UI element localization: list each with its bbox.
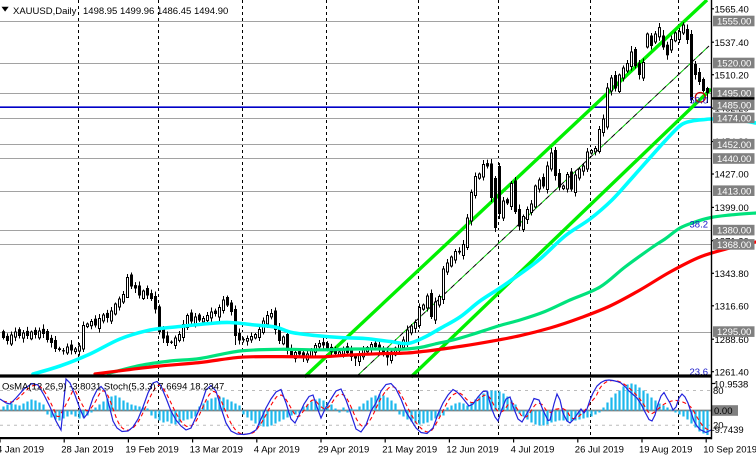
svg-text:28 Jan 2019: 28 Jan 2019 bbox=[61, 445, 113, 456]
svg-text:12 Jun 2019: 12 Jun 2019 bbox=[446, 445, 498, 456]
svg-text:1555.00: 1555.00 bbox=[717, 17, 751, 28]
svg-text:XAUUSD,Daily: XAUUSD,Daily bbox=[13, 6, 77, 17]
svg-text:50.0: 50.0 bbox=[690, 96, 709, 107]
svg-text:1498.95 1499.96 1486.45 1494.9: 1498.95 1499.96 1486.45 1494.90 bbox=[83, 6, 228, 17]
svg-text:10.9538: 10.9538 bbox=[714, 379, 748, 390]
svg-text:0.00: 0.00 bbox=[714, 406, 733, 417]
svg-text:10 Sep 2019: 10 Sep 2019 bbox=[703, 445, 756, 456]
svg-text:-9.7439: -9.7439 bbox=[712, 425, 744, 436]
svg-text:1399.00: 1399.00 bbox=[715, 203, 749, 214]
svg-text:19 Aug 2019: 19 Aug 2019 bbox=[639, 445, 692, 456]
svg-text:1510.20: 1510.20 bbox=[715, 70, 749, 81]
svg-text:1288.60: 1288.60 bbox=[715, 335, 749, 346]
svg-text:13 Mar 2019: 13 Mar 2019 bbox=[190, 445, 243, 456]
svg-text:1565.40: 1565.40 bbox=[715, 4, 749, 15]
svg-text:4 Jan 2019: 4 Jan 2019 bbox=[0, 445, 44, 456]
svg-text:80: 80 bbox=[713, 386, 724, 397]
svg-text:1440.00: 1440.00 bbox=[717, 154, 751, 165]
svg-text:1368.00: 1368.00 bbox=[717, 240, 751, 251]
svg-text:23.6: 23.6 bbox=[690, 367, 709, 378]
svg-text:1452.00: 1452.00 bbox=[717, 140, 751, 151]
svg-text:4 Jul 2019: 4 Jul 2019 bbox=[511, 445, 555, 456]
svg-text:1427.00: 1427.00 bbox=[715, 170, 749, 181]
svg-text:29 Apr 2019: 29 Apr 2019 bbox=[318, 445, 369, 456]
svg-text:1261.40: 1261.40 bbox=[715, 367, 749, 378]
svg-text:38.2: 38.2 bbox=[690, 220, 709, 231]
svg-text:1537.40: 1537.40 bbox=[715, 38, 749, 49]
svg-text:1485.00: 1485.00 bbox=[717, 100, 751, 111]
svg-text:1343.80: 1343.80 bbox=[715, 269, 749, 280]
svg-text:19 Feb 2019: 19 Feb 2019 bbox=[125, 445, 178, 456]
svg-text:1413.00: 1413.00 bbox=[717, 186, 751, 197]
svg-text:1295.00: 1295.00 bbox=[717, 327, 751, 338]
svg-text:OsMA(12,26,9) -3.8031 Stoch(5: OsMA(12,26,9) -3.8031 Stoch(5,3,3) 7.669… bbox=[2, 382, 224, 393]
svg-text:1495.00: 1495.00 bbox=[717, 88, 751, 99]
svg-text:26 Jul 2019: 26 Jul 2019 bbox=[575, 445, 624, 456]
svg-text:4 Apr 2019: 4 Apr 2019 bbox=[254, 445, 300, 456]
svg-text:21 May 2019: 21 May 2019 bbox=[382, 445, 437, 456]
svg-text:1316.60: 1316.60 bbox=[715, 301, 749, 312]
svg-text:20: 20 bbox=[713, 420, 724, 431]
svg-text:1474.00: 1474.00 bbox=[717, 114, 751, 125]
svg-text:1520.00: 1520.00 bbox=[717, 59, 751, 70]
svg-text:1380.00: 1380.00 bbox=[717, 226, 751, 237]
